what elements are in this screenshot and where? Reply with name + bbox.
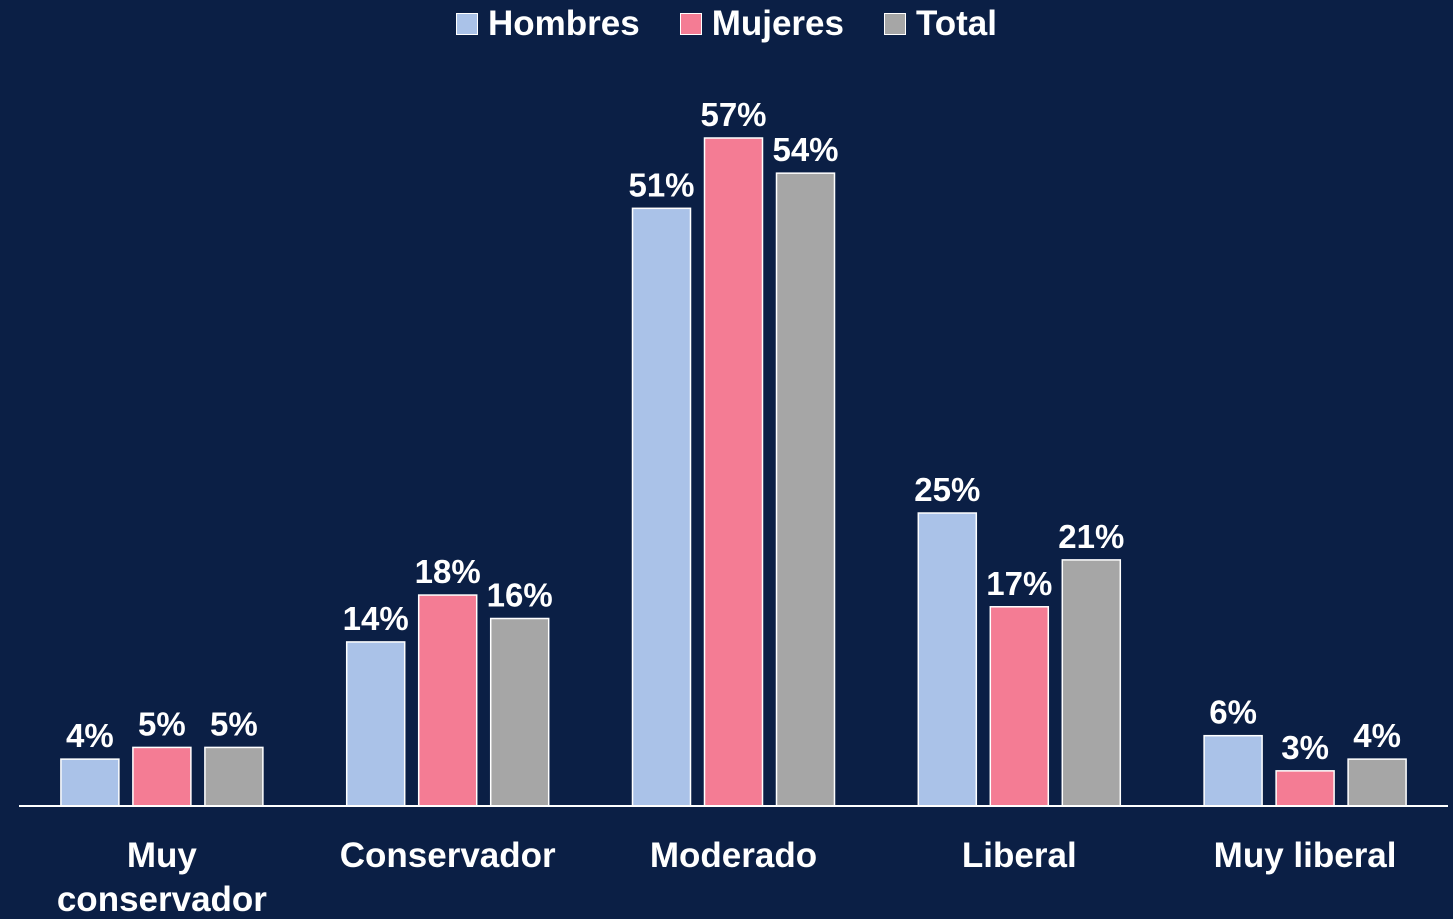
- data-label: 17%: [986, 565, 1052, 602]
- bar: [1347, 758, 1407, 807]
- bar: [489, 617, 550, 807]
- legend-label: Mujeres: [711, 4, 844, 43]
- data-label: 16%: [487, 576, 553, 613]
- data-label: 21%: [1058, 518, 1124, 555]
- bar: [917, 512, 978, 807]
- data-label: 5%: [138, 705, 186, 742]
- data-label: 4%: [66, 717, 114, 754]
- legend-swatch: [455, 13, 478, 35]
- legend: Hombres Mujeres Total: [0, 4, 1453, 44]
- legend-item: Mujeres: [679, 4, 844, 44]
- data-label: 51%: [628, 166, 694, 203]
- legend-swatch: [883, 13, 906, 35]
- bar: [417, 594, 478, 807]
- x-tick-label: Muy conservador: [56, 836, 267, 919]
- legend-label: Hombres: [487, 4, 640, 43]
- bar: [1203, 734, 1263, 807]
- bar: [631, 207, 692, 807]
- data-label: 54%: [772, 131, 838, 168]
- data-label: 57%: [700, 96, 766, 133]
- bar: [345, 641, 406, 807]
- x-tick-label: Muy liberal: [1213, 836, 1397, 875]
- data-label: 18%: [415, 553, 481, 590]
- bar: [1275, 770, 1335, 807]
- bar: [989, 606, 1050, 807]
- bar: [1061, 559, 1122, 807]
- x-tick-label: Moderado: [649, 836, 818, 875]
- data-label: 5%: [210, 705, 258, 742]
- bar: [132, 746, 192, 807]
- x-tick-label: Conservador: [339, 836, 556, 875]
- legend-swatch: [679, 13, 702, 35]
- bar: [703, 137, 764, 807]
- data-label: 14%: [343, 600, 409, 637]
- data-label: 25%: [914, 471, 980, 508]
- data-label: 4%: [1353, 717, 1401, 754]
- bar: [60, 758, 120, 807]
- bar: [775, 172, 836, 807]
- legend-label: Total: [915, 4, 997, 43]
- data-label: 6%: [1209, 694, 1257, 731]
- x-tick-label: Liberal: [961, 836, 1077, 875]
- bar: [204, 746, 264, 807]
- data-label: 3%: [1281, 729, 1329, 766]
- legend-item: Hombres: [455, 4, 640, 44]
- legend-item: Total: [883, 4, 997, 44]
